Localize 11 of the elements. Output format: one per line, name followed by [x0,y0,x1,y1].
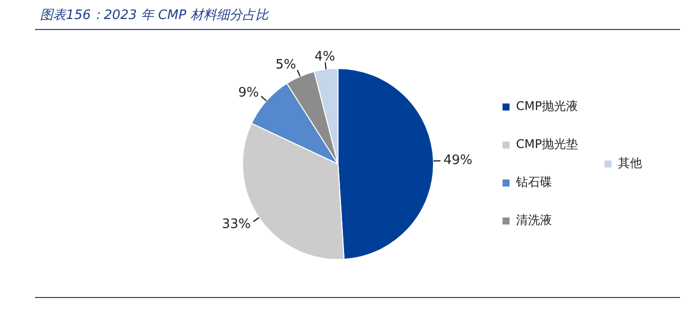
legend-label: CMP抛光液 [516,99,578,114]
data-label: 4% [314,50,336,65]
data-label: 5% [275,58,296,73]
legend-label: 清洗液 [516,213,552,228]
legend-label: CMP抛光垫 [516,137,578,152]
chart-title: 图表156：2023 年 CMP 材料细分占比 [40,7,268,24]
legend-label: 钻石碟 [515,175,552,190]
legend-label: 其他 [618,156,642,170]
data-label: 49% [443,153,472,168]
data-label: 9% [238,85,259,100]
data-label: 33% [222,216,251,232]
